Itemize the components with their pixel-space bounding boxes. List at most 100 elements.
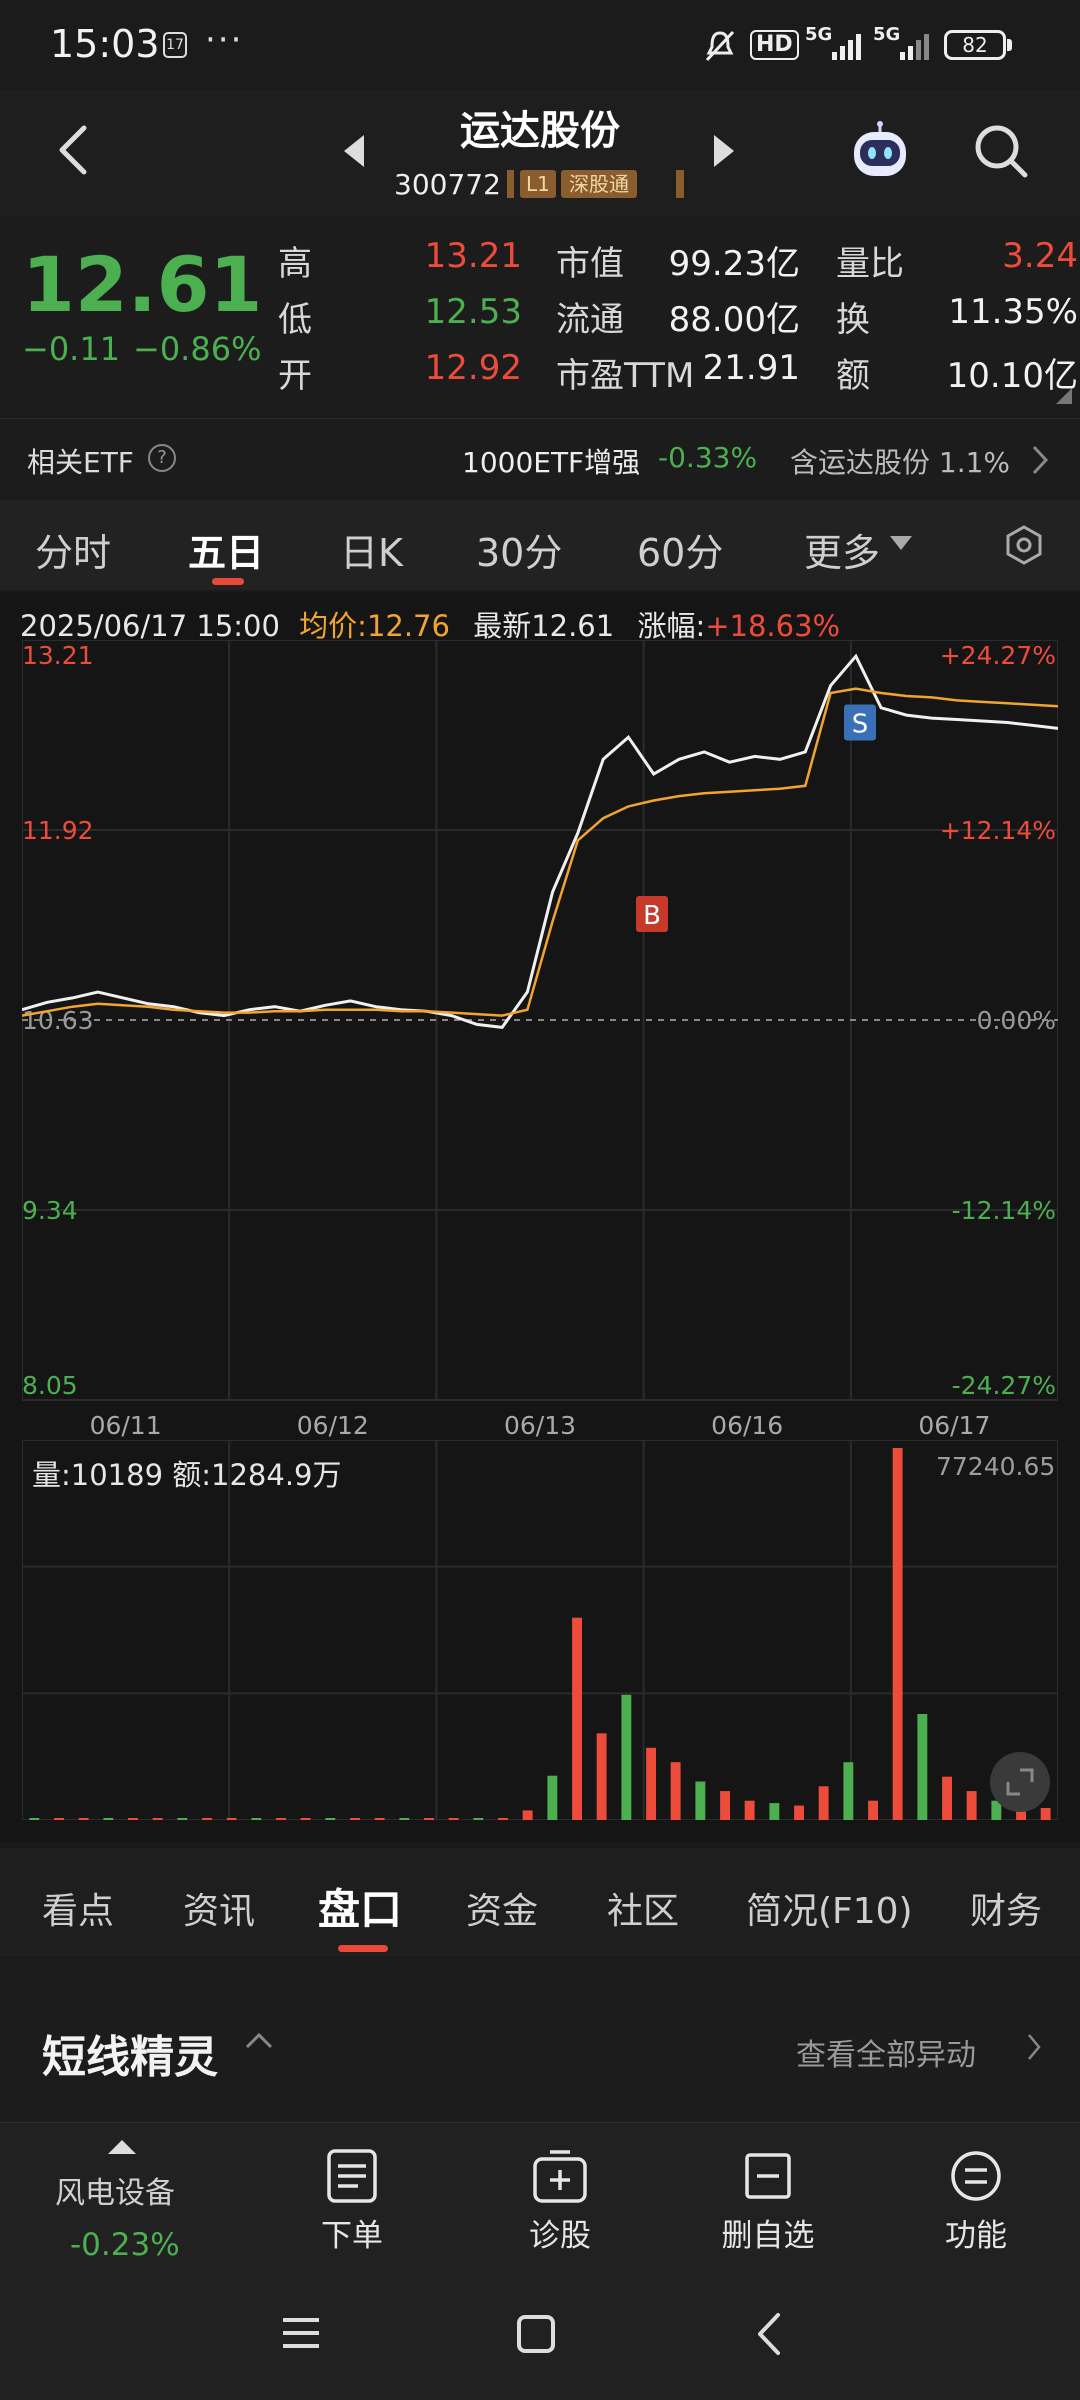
change-label: 涨幅: [637,609,706,643]
diagnose-icon[interactable] [532,2148,588,2204]
tab-funds[interactable]: 资金 [466,1891,539,1932]
open-value: 12.92 [424,348,522,388]
turnover-label: 换 [836,300,870,340]
battery-tip [1007,39,1012,51]
y-tick-label-percent: +12.14% [940,816,1056,845]
robot-assistant-icon[interactable] [848,120,912,184]
next-stock-icon[interactable] [712,133,736,169]
change-value: +18.63% [705,609,841,643]
shenzhen-connect-badge: 深股通 [561,170,637,198]
signal-5g-2-label: 5G [873,24,901,45]
price-chart[interactable]: 13.21 +24.27% 11.92 +12.14% 10.63 0.00% 9.34 -1… [22,640,1058,1440]
related-etf-row[interactable] [0,418,1080,498]
tab-news[interactable]: 资讯 [183,1891,256,1932]
sector-name[interactable]: 风电设备 [55,2176,175,2211]
volume-bar [177,1818,188,1820]
volume-bar [769,1803,780,1820]
volume-bar [794,1805,804,1820]
diagnose-button[interactable]: 诊股 [529,2218,591,2254]
search-icon[interactable] [972,122,1030,180]
tab-f10[interactable]: 简况(F10) [746,1891,913,1932]
open-label: 开 [278,356,312,396]
view-all-alerts-link[interactable]: 查看全部异动 [796,2038,976,2073]
trade-marker-label: S [852,709,869,739]
tab-daily-k[interactable]: 日K [340,531,403,575]
battery-icon: 82 [944,30,1006,60]
y-tick-label: 11.92 [22,816,94,845]
y-tick-label: 8.05 [22,1371,78,1400]
corner-expand-icon[interactable] [1056,388,1072,404]
trade-marker-s [844,704,876,741]
etf-name[interactable]: 1000ETF增强 [462,446,641,479]
volume-bar [152,1818,163,1820]
tab-intraday[interactable]: 分时 [35,531,112,575]
recents-menu-icon[interactable] [281,2315,321,2351]
function-button[interactable]: 功能 [945,2218,1007,2254]
function-menu-icon[interactable] [950,2150,1002,2202]
tab-community[interactable]: 社区 [607,1891,680,1932]
remove-watchlist-button[interactable]: 删自选 [721,2218,815,2254]
signal-icon [832,34,861,60]
x-tick-label: 06/11 [90,1411,162,1440]
dropdown-icon[interactable] [890,536,912,552]
hd-icon: HD [750,30,799,60]
remove-watchlist-icon[interactable] [744,2152,792,2200]
market-cap-label: 市值 [556,244,624,284]
order-button[interactable]: 下单 [321,2218,383,2254]
tab-30min[interactable]: 30分 [476,531,563,575]
volume-bar [892,1448,903,1820]
level1-badge: L1 [520,170,556,198]
volume-bar [596,1733,607,1820]
tab-60min[interactable]: 60分 [637,531,724,575]
tab-finance[interactable]: 财务 [970,1891,1043,1932]
chevron-right-icon[interactable] [1030,444,1050,476]
float-cap-value: 88.00亿 [668,300,800,340]
more-notifications-icon: ··· [205,20,244,60]
etf-holding-weight: 含运达股份 1.1% [790,446,1011,479]
volume-bar [78,1818,89,1820]
tab-more[interactable]: 更多 [804,531,881,575]
x-tick-label: 06/13 [504,1411,576,1440]
volume-bar [917,1714,928,1820]
volume-bar [300,1818,311,1820]
back-icon[interactable] [50,120,100,180]
volume-bar [473,1818,484,1820]
volume-max-label: 77240.65 [936,1452,1056,1481]
volume-bar [572,1617,582,1820]
pe-ttm-value: 21.91 [702,348,800,388]
signal-5g-1-label: 5G [805,24,833,45]
order-icon[interactable] [326,2148,378,2204]
volume-bar [547,1775,558,1820]
volume-bar [868,1800,878,1820]
price-change: −0.11 [22,330,121,368]
expand-up-icon[interactable] [108,2138,136,2154]
quote-panel [0,215,1080,415]
trade-marker-label: B [643,901,661,931]
notification-badge: 17 [163,32,187,58]
volume-bar [202,1818,212,1820]
back-nav-icon[interactable] [756,2312,782,2356]
turnover-value: 11.35% [948,292,1078,332]
chart-info-bar: 2025/06/17 15:00 均价:12.76 最新12.61 涨幅:+18… [20,603,840,645]
volume-bar [991,1800,1002,1820]
volume-bar [942,1776,952,1820]
volume-chart[interactable] [22,1440,1058,1820]
tab-order-book[interactable]: 盘口 [318,1885,403,1934]
x-tick-label: 06/16 [711,1411,783,1440]
volume-bar [1040,1808,1051,1820]
home-icon[interactable] [516,2314,556,2354]
collapse-icon[interactable] [244,2030,274,2050]
volume-bar [128,1818,138,1820]
spirit-title: 短线精灵 [42,2032,218,2083]
fullscreen-icon[interactable] [990,1752,1050,1812]
volume-bar [276,1818,286,1820]
y-tick-label-percent: -12.14% [952,1196,1056,1225]
help-icon[interactable]: ? [148,444,176,472]
chevron-right-icon[interactable] [1026,2032,1042,2062]
chart-settings-icon[interactable] [1004,525,1044,565]
volume-bar [646,1747,656,1820]
tab-five-day[interactable]: 五日 [188,531,265,575]
prev-stock-icon[interactable] [342,133,366,169]
tab-highlights[interactable]: 看点 [42,1891,115,1932]
current-price: 12.61 [22,240,263,329]
